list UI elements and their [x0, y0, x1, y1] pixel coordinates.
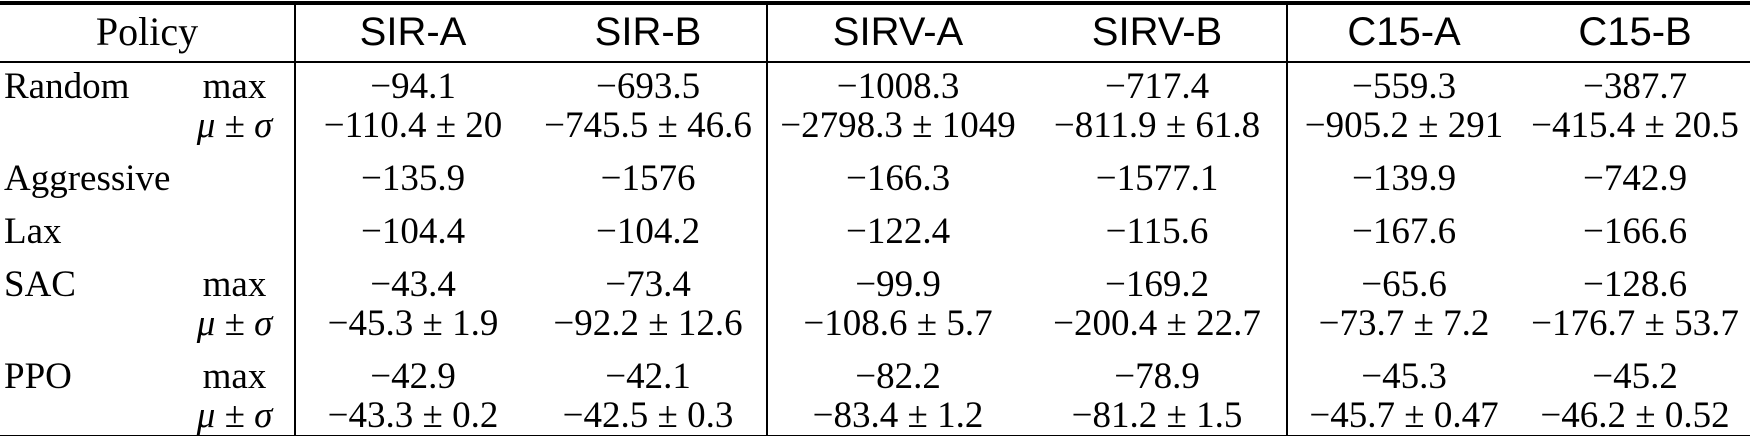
value-cell: −139.9: [1286, 145, 1521, 198]
value-cell: −415.4 ± 20.5: [1531, 105, 1739, 146]
value-cell: −167.6: [1286, 198, 1521, 251]
value-cell: −2798.3 ± 1049: [766, 106, 1029, 145]
value-cell: −110.4 ± 20: [294, 106, 531, 145]
stat-label-cell: max: [202, 66, 267, 107]
stat-label-cell: μ ± σ: [196, 105, 273, 146]
value-cell: −122.4: [766, 198, 1029, 251]
value-cell: −78.9: [1114, 356, 1200, 397]
value-cell: −717.4: [1104, 66, 1210, 107]
policy-name-cell: PPO: [4, 356, 72, 397]
table-row: Aggressive −135.9 −1576 −166.3 −1577.1 −139.9…: [0, 145, 1750, 198]
policy-name-cell: Random: [4, 66, 130, 107]
value-cell: −46.2 ± 0.52: [1540, 395, 1730, 436]
column-header-c15-b: C15-B: [1520, 3, 1751, 63]
value-cell: −42.9: [294, 343, 531, 396]
stat-label-cell: [175, 145, 295, 198]
column-header-c15-a: C15-A: [1286, 3, 1521, 63]
value-cell: −745.5 ± 46.6: [544, 105, 752, 146]
value-cell: −108.6 ± 5.7: [766, 304, 1029, 343]
value-cell: −169.2: [1104, 264, 1210, 305]
value-cell: −128.6: [1582, 264, 1688, 305]
value-cell: −166.3: [766, 145, 1029, 198]
value-cell: −45.3: [1286, 343, 1521, 396]
table-row: SAC max −43.4 −73.4 −99.9 −169.2 −65.6 −128.6: [0, 251, 1750, 304]
table-row: μ ± σ −45.3 ± 1.9 −92.2 ± 12.6 −108.6 ± 5.7…: [0, 304, 1750, 343]
policy-name-cell: SAC: [4, 264, 76, 305]
stat-label-cell: max: [202, 356, 267, 397]
policy-column-header: Policy: [0, 3, 296, 63]
value-cell: −43.4: [294, 251, 531, 304]
stat-label-cell: max: [202, 264, 267, 305]
value-cell: −559.3: [1286, 62, 1521, 106]
policy-name-cell: [0, 304, 175, 343]
value-cell: −176.7 ± 53.7: [1531, 303, 1739, 344]
table-row: Random max −94.1 −693.5 −1008.3 −717.4 −559.3 −…: [0, 62, 1750, 106]
header-row: Policy SIR-A SIR-B SIRV-A SIRV-B C15-A C…: [0, 3, 1751, 63]
column-header-sir-b: SIR-B: [530, 3, 768, 63]
stat-label-cell: μ ± σ: [196, 395, 273, 436]
policy-name-cell: Lax: [4, 211, 62, 252]
value-cell: −94.1: [294, 62, 531, 106]
column-header-sirv-a: SIRV-A: [766, 3, 1029, 63]
value-cell: −905.2 ± 291: [1286, 106, 1521, 145]
value-cell: −811.9 ± 61.8: [1053, 105, 1261, 146]
value-cell: −43.3 ± 0.2: [294, 396, 531, 436]
table-row: μ ± σ −110.4 ± 20 −745.5 ± 46.6 −2798.3 ± 1…: [0, 106, 1750, 145]
value-cell: −45.2: [1592, 356, 1678, 397]
value-cell: −742.9: [1582, 158, 1688, 199]
value-cell: −200.4 ± 22.7: [1053, 303, 1261, 344]
table-row: μ ± σ −43.3 ± 0.2 −42.5 ± 0.3 −83.4 ± 1.2 −8…: [0, 396, 1750, 436]
value-cell: −45.3 ± 1.9: [294, 304, 531, 343]
value-cell: −1576: [600, 158, 696, 199]
value-cell: −693.5: [595, 66, 701, 107]
value-cell: −115.6: [1105, 211, 1209, 252]
value-cell: −65.6: [1286, 251, 1521, 304]
value-cell: −1008.3: [766, 62, 1029, 106]
value-cell: −73.7 ± 7.2: [1286, 304, 1521, 343]
stat-label-cell: [175, 198, 295, 251]
column-header-sirv-b: SIRV-B: [1028, 3, 1288, 63]
value-cell: −45.7 ± 0.47: [1286, 396, 1521, 436]
value-cell: −82.2: [766, 343, 1029, 396]
value-cell: −135.9: [294, 145, 531, 198]
value-cell: −1577.1: [1095, 158, 1219, 199]
results-table-body: Random max −94.1 −693.5 −1008.3 −717.4 −559.3−…: [0, 62, 1750, 436]
value-cell: −83.4 ± 1.2: [766, 396, 1029, 436]
table-row: Lax −104.4 −104.2 −122.4 −115.6 −167.6 −166.6: [0, 198, 1750, 251]
value-cell: −99.9: [766, 251, 1029, 304]
stat-label-cell: μ ± σ: [196, 303, 273, 344]
policy-name-cell: [0, 396, 175, 436]
value-cell: −73.4: [605, 264, 691, 305]
policy-name-cell: [0, 106, 175, 145]
value-cell: −104.2: [595, 211, 701, 252]
value-cell: −42.1: [605, 356, 691, 397]
value-cell: −81.2 ± 1.5: [1071, 395, 1243, 436]
value-cell: −42.5 ± 0.3: [562, 395, 734, 436]
value-cell: −104.4: [294, 198, 531, 251]
table-row: PPO max −42.9 −42.1 −82.2 −78.9 −45.3 −45.2: [0, 343, 1750, 396]
value-cell: −92.2 ± 12.6: [553, 303, 743, 344]
value-cell: −387.7: [1582, 66, 1688, 107]
policy-name-cell: Aggressive: [4, 158, 171, 199]
column-header-sir-a: SIR-A: [294, 3, 531, 63]
value-cell: −166.6: [1582, 211, 1688, 252]
